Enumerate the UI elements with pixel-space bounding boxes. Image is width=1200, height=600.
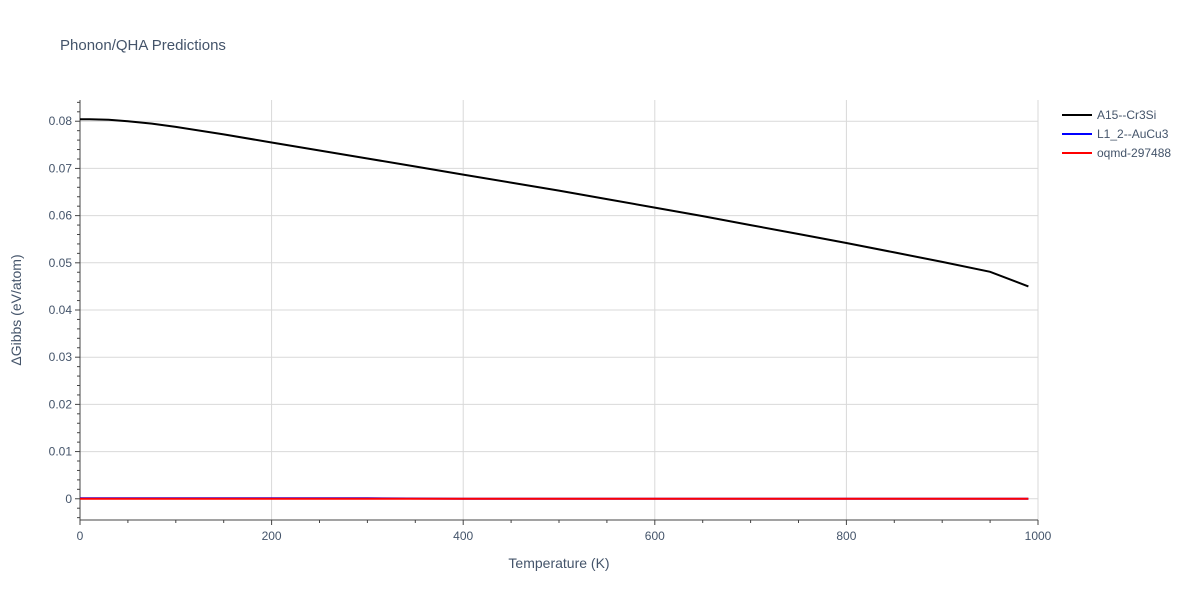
y-tick-label: 0.01 [49,445,73,459]
x-tick-label: 400 [453,529,473,543]
y-tick-label: 0.06 [49,209,73,223]
x-ticks: 0 200 400 600 800 1000 [77,520,1052,543]
y-tick-label: 0.02 [49,397,73,411]
x-axis-title: Temperature (K) [508,555,609,571]
grid [80,100,1039,520]
legend-label: oqmd-297488 [1097,146,1171,160]
y-tick-label: 0 [65,492,72,506]
legend-label: L1_2--AuCu3 [1097,127,1169,141]
y-tick-label: 0.04 [49,303,73,317]
legend-item-2[interactable]: L1_2--AuCu3 [1062,127,1169,141]
series-lines [80,118,1029,500]
y-axis-title: ΔGibbs (eV/atom) [8,254,24,365]
y-tick-label: 0.08 [49,114,73,128]
x-tick-label: 800 [836,529,856,543]
legend-item-1[interactable]: A15--Cr3Si [1062,108,1156,122]
y-ticks: 0 0.01 0.02 0.03 0.04 0.05 0.06 0.07 0.08 [49,101,80,519]
legend-item-3[interactable]: oqmd-297488 [1062,146,1171,160]
x-tick-label: 600 [645,529,665,543]
chart-title: Phonon/QHA Predictions [60,37,226,54]
x-tick-label: 200 [262,529,282,543]
y-tick-label: 0.05 [49,256,73,270]
series-line-1 [80,118,1029,288]
y-tick-label: 0.07 [49,161,73,175]
y-tick-label: 0.03 [49,350,73,364]
legend[interactable]: A15--Cr3Si L1_2--AuCu3 oqmd-297488 [1062,108,1171,160]
x-tick-label: 0 [77,529,84,543]
legend-label: A15--Cr3Si [1097,108,1156,122]
x-tick-label: 1000 [1025,529,1052,543]
